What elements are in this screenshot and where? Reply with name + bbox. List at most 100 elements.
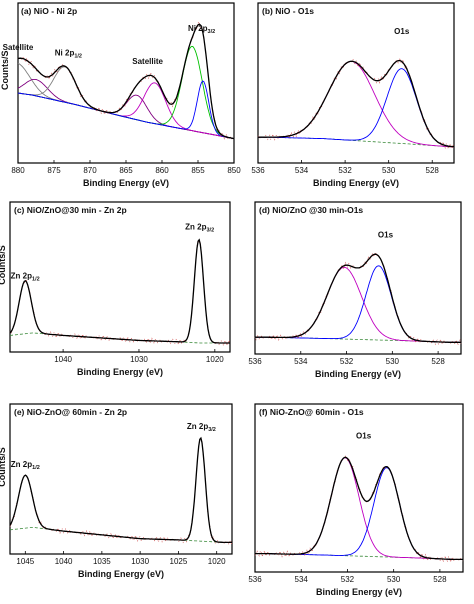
panel-a-xtick-label-6: 850: [227, 166, 241, 175]
panel-a-annotation-0: Satellite: [3, 43, 34, 52]
panel-f-xtick-label-0: 536: [248, 575, 262, 584]
panel-d-xtick-label-4: 528: [431, 357, 445, 366]
panel-b: [257, 2, 455, 164]
panel-a-xtick-label-1: 875: [47, 166, 61, 175]
panel-e-envelope: [9, 436, 232, 544]
panel-a-plot: 880 875 870 865 860 855 850 Binding Energy (eV)…: [0, 20, 241, 188]
panel-f-envelope: [255, 456, 463, 561]
panel-b-plot: (b) NiO - O1s 536 534 532 530 528 Binding Ener…: [251, 6, 455, 188]
panel-a-annotation-3: Ni 2p3/2: [188, 24, 215, 35]
panel-b-frame: [257, 2, 455, 164]
panel-d-xtick-label-1: 534: [294, 357, 308, 366]
panel-c-xtick-label-1: 1030: [130, 355, 148, 364]
panel-f-annotation-0: O1s: [356, 431, 372, 440]
panel-c-envelope: [9, 238, 230, 344]
panel-d-raw-data: [254, 251, 462, 346]
panel-d-xlabel: Binding Energy (eV): [315, 369, 401, 379]
panel-b-annotation-0: O1s: [394, 27, 410, 36]
panel-c-xlabel: Binding Energy (eV): [77, 367, 163, 377]
panel-b-xtick-label-1: 534: [295, 166, 309, 175]
panel-b-xtick-label-0: 536: [251, 166, 265, 175]
panel-d-envelope: [255, 253, 461, 343]
panel-a-title: (a) NiO - Ni 2p: [21, 6, 77, 16]
panel-d-xtick-label-3: 530: [386, 357, 400, 366]
panel-c-annotation-0-subscript: 1/2: [32, 277, 40, 283]
panel-f-xtick-label-2: 532: [341, 575, 355, 584]
panel-a-xtick-label-3: 865: [119, 166, 133, 175]
panel-a-annotation-3-subscript: 3/2: [208, 29, 216, 35]
panel-e-plot: (e) NiO-ZnO@ 60min - Zn 2p 1045 1040 1035 10…: [0, 407, 233, 579]
panel-e-xtick-label-2: 1035: [93, 557, 111, 566]
panel-a-ylabel: Counts/S: [0, 50, 10, 90]
panel-d-annotation-0: O1s: [378, 230, 394, 239]
panel-b-component-1: [258, 68, 454, 148]
panel-e-annotation-1: Zn 2p3/2: [187, 422, 216, 433]
panel-f-raw-data: [254, 455, 464, 563]
panel-c-title: (c) NiO/ZnO@30 min - Zn 2p: [14, 205, 127, 215]
panel-c-ylabel: Counts/S: [0, 245, 7, 285]
panel-b-background-line: [258, 136, 454, 148]
panel-c-plot: (c) NiO/ZnO@30 min - Zn 2p 1040 1030 1020 Bi…: [0, 205, 231, 377]
panel-a-xtick-label-2: 870: [83, 166, 97, 175]
panel-f-plot: (f) NiO-ZnO@ 60min - O1s 536 534 532 530 528 B…: [248, 407, 464, 597]
panel-e-xtick-label-3: 1030: [131, 557, 149, 566]
panel-a-component-6: [17, 80, 235, 140]
panel-a-component-0: [17, 62, 235, 140]
panel-d-component-1: [255, 265, 461, 343]
panel-b-envelope: [258, 59, 454, 148]
panel-f-xtick-label-1: 534: [295, 575, 309, 584]
panel-f: [254, 403, 464, 573]
panel-f-component-1: [255, 467, 463, 560]
panel-b-xtick-label-4: 528: [426, 166, 440, 175]
panel-f-frame: [254, 403, 464, 573]
panel-a-envelope: [17, 23, 235, 140]
panel-b-xtick-label-3: 530: [382, 166, 396, 175]
panel-e-ylabel: Counts/S: [0, 447, 7, 487]
panel-f-title: (f) NiO-ZnO@ 60min - O1s: [259, 407, 364, 417]
panel-a-xlabel: Binding Energy (eV): [83, 178, 169, 188]
panel-d-frame: [254, 201, 462, 355]
panel-c-frame: [9, 201, 231, 353]
panel-e-annotation-0: Zn 2p1/2: [11, 460, 40, 471]
panel-e-background-line: [9, 527, 232, 543]
panel-a-xtick-label-5: 855: [191, 166, 205, 175]
panel-e-xtick-label-5: 1020: [208, 557, 226, 566]
panel-a-annotation-1: Ni 2p1/2: [55, 49, 82, 60]
panel-c-xtick-label-0: 1040: [54, 355, 72, 364]
panel-e-raw-data: [9, 436, 233, 545]
panel-c-annotation-0: Zn 2p1/2: [11, 272, 40, 283]
panel-a-annotation-1-subscript: 1/2: [74, 54, 82, 60]
panel-b-title: (b) NiO - O1s: [262, 6, 314, 16]
panel-e-xlabel: Binding Energy (eV): [78, 569, 164, 579]
panel-f-xtick-label-3: 530: [387, 575, 401, 584]
panel-e-xtick-label-4: 1025: [170, 557, 188, 566]
panel-d-component-0: [255, 266, 461, 343]
panel-e-frame: [9, 403, 233, 555]
panel-a-component-5: [17, 45, 235, 140]
panel-b-xtick-label-2: 532: [338, 166, 352, 175]
panel-b-raw-data: [257, 57, 455, 150]
panel-a-raw-data: [17, 20, 235, 140]
panel-d-plot: (d) NiO/ZnO @30 min-O1s 536 534 532 530 528 Bi…: [248, 205, 462, 379]
panel-e-xtick-label-1: 1040: [55, 557, 73, 566]
panel-c-annotation-1-subscript: 3/2: [206, 228, 214, 234]
panel-a-xtick-label-0: 880: [11, 166, 25, 175]
panel-e-xtick-label-0: 1045: [16, 557, 34, 566]
panel-c-raw-data: [9, 241, 231, 347]
panel-e-annotation-0-subscript: 1/2: [32, 465, 40, 471]
panel-f-xtick-label-4: 528: [433, 575, 447, 584]
panel-f-component-0: [255, 457, 463, 560]
panel-d: [254, 201, 462, 355]
panel-c-annotation-1: Zn 2p3/2: [185, 223, 214, 234]
panel-b-xlabel: Binding Energy (eV): [313, 178, 399, 188]
panel-d-xtick-label-2: 532: [340, 357, 354, 366]
panel-f-xlabel: Binding Energy (eV): [316, 587, 402, 597]
panel-d-xtick-label-0: 536: [248, 357, 262, 366]
panel-c-xtick-label-2: 1020: [206, 355, 224, 364]
panel-e-annotation-1-subscript: 3/2: [208, 427, 216, 433]
panel-a-xtick-label-4: 860: [155, 166, 169, 175]
panel-a-component-1: [17, 78, 235, 140]
panel-b-component-0: [258, 61, 454, 148]
panel-a-annotation-2: Satellite: [132, 57, 163, 66]
